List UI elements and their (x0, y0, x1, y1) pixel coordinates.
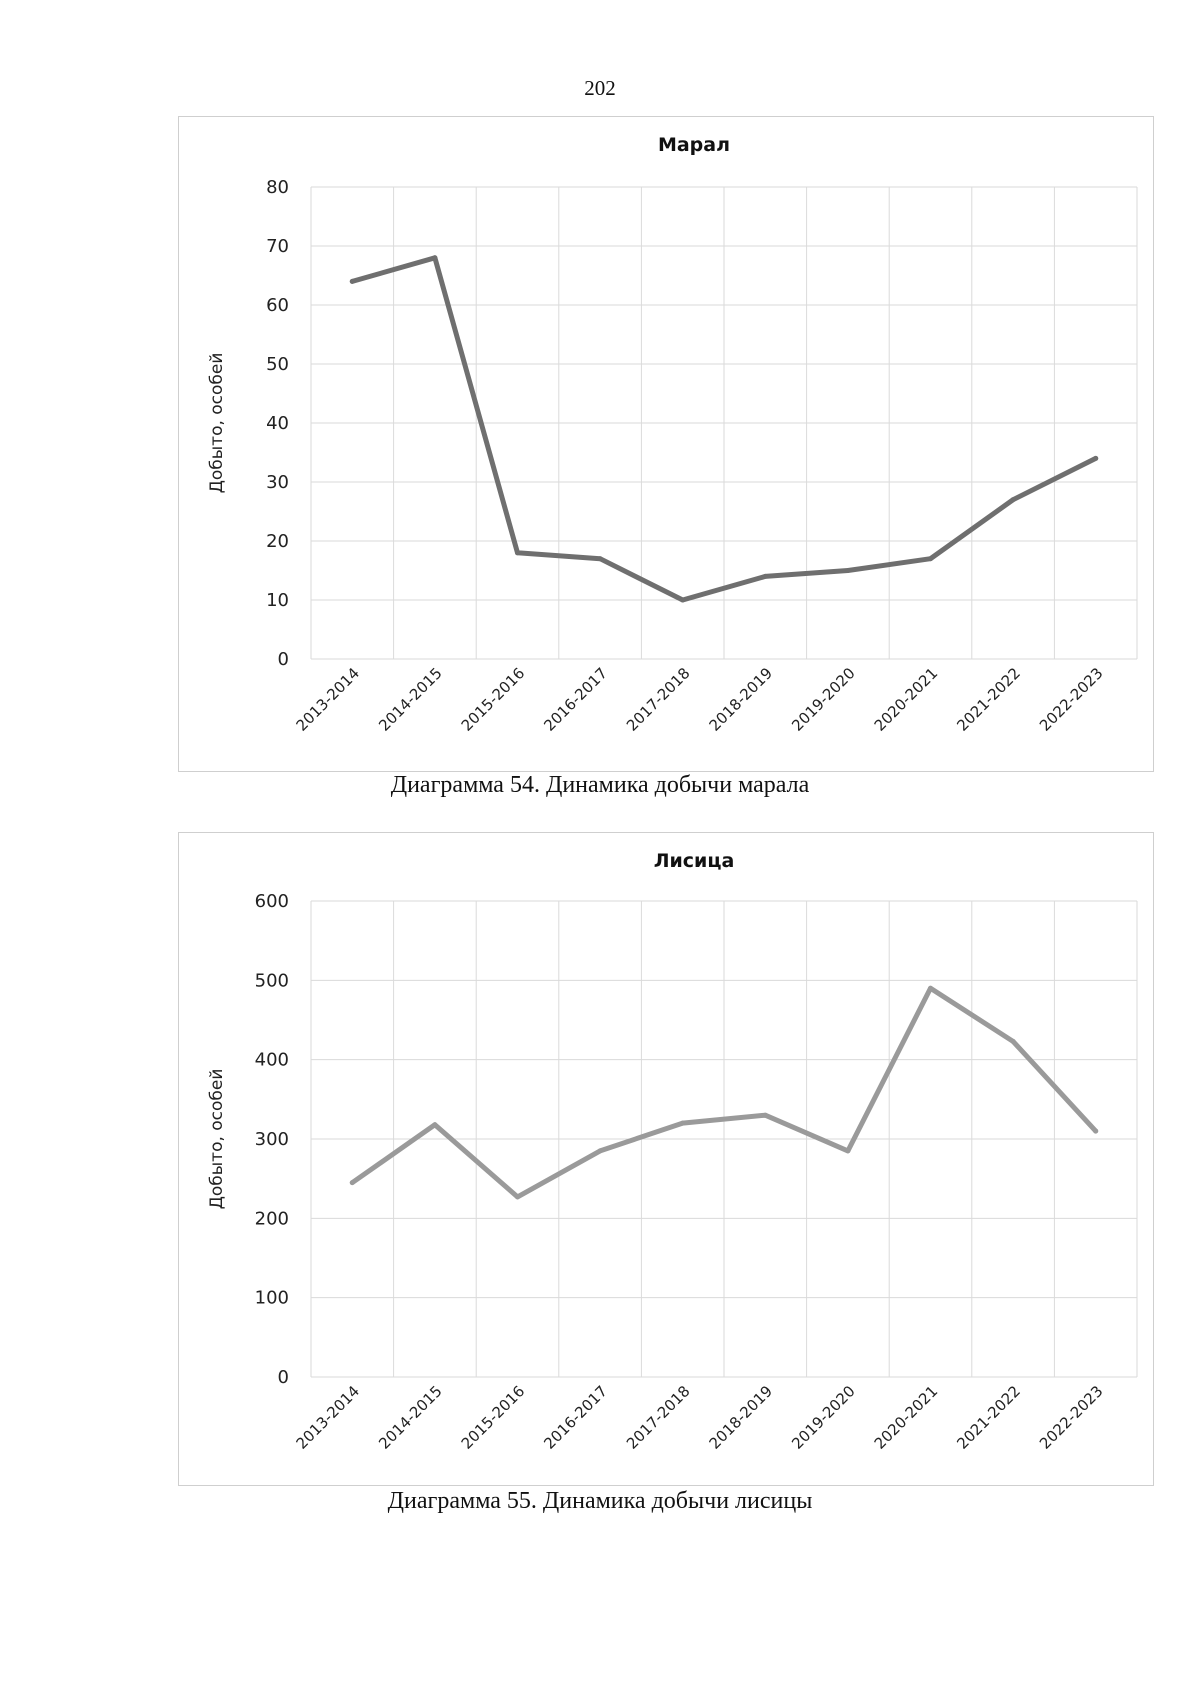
fox-data-point (597, 1148, 603, 1154)
fox-data-point (762, 1112, 768, 1118)
fox-y-tick-label: 100 (255, 1288, 289, 1309)
maral-y-tick-label: 80 (266, 177, 289, 198)
maral-x-tick-label: 2015-2016 (458, 664, 529, 735)
chart-fox-caption: Диаграмма 55. Динамика добычи лисицы (387, 1488, 813, 1514)
maral-x-tick-label: 2014-2015 (375, 664, 446, 735)
maral-y-axis-label: Добыто, особей (207, 353, 227, 494)
fox-y-tick-label: 0 (278, 1367, 289, 1388)
maral-series-line (349, 255, 1099, 603)
maral-x-tick-label: 2017-2018 (623, 664, 694, 735)
fox-y-tick-label: 400 (255, 1050, 289, 1071)
maral-y-tick-label: 40 (266, 413, 289, 434)
maral-y-tick-label: 50 (266, 354, 289, 375)
fox-data-point (432, 1122, 438, 1128)
maral-y-tick-label: 20 (266, 531, 289, 552)
maral-data-point (845, 568, 851, 573)
maral-x-tick-label: 2021-2022 (953, 664, 1024, 735)
fox-chart-title: Лисица (654, 850, 735, 872)
fox-x-tick-label: 2022-2023 (1036, 1382, 1107, 1453)
maral-data-point (515, 550, 520, 556)
maral-data-point (1093, 455, 1099, 461)
maral-chart-title: Марал (658, 134, 730, 156)
maral-data-point (762, 573, 768, 579)
fox-data-point (1010, 1038, 1016, 1044)
maral-y-tick-label: 60 (266, 295, 289, 316)
maral-y-tick-label: 30 (266, 472, 289, 493)
maral-x-tick-label: 2018-2019 (706, 664, 777, 735)
maral-data-point (928, 556, 933, 562)
maral-x-tick-label: 2020-2021 (871, 664, 942, 735)
fox-x-tick-label: 2018-2019 (706, 1382, 777, 1453)
maral-x-tick-label: 2022-2023 (1036, 664, 1107, 735)
fox-y-tick-label: 300 (255, 1129, 289, 1150)
page-number: 202 (584, 76, 616, 100)
maral-data-point (349, 278, 355, 284)
maral-data-point (597, 556, 603, 562)
fox-y-tick-label: 600 (255, 891, 289, 912)
fox-x-tick-label: 2017-2018 (623, 1382, 694, 1453)
maral-y-tick-label: 10 (266, 590, 289, 611)
fox-x-tick-label: 2019-2020 (788, 1382, 859, 1453)
chart-maral-caption: Диаграмма 54. Динамика добычи марала (390, 772, 810, 798)
chart-fox: Лисица 0 100 200 300 400 500 600 Добыто, особей 2… (178, 832, 1154, 1486)
maral-y-tick-label: 70 (266, 236, 289, 257)
maral-x-tick-label: 2013-2014 (293, 664, 364, 735)
fox-x-tick-label: 2014-2015 (375, 1382, 446, 1453)
fox-y-tick-label: 200 (255, 1208, 289, 1229)
maral-data-point (432, 255, 438, 261)
fox-x-tick-label: 2020-2021 (871, 1382, 942, 1453)
maral-y-tick-label: 0 (278, 649, 289, 670)
fox-data-point (680, 1120, 686, 1126)
fox-data-point (349, 1180, 355, 1186)
chart-maral-svg: Марал 0 10 20 30 40 50 60 70 80 Добыто, особей 2013… (207, 134, 1138, 735)
fox-data-point (1093, 1128, 1099, 1134)
maral-data-point (1010, 497, 1016, 503)
fox-y-axis-label: Добыто, особей (207, 1069, 227, 1210)
maral-data-point (680, 597, 686, 603)
fox-data-point (845, 1148, 851, 1154)
fox-y-tick-label: 500 (255, 970, 289, 991)
chart-maral: Марал 0 10 20 30 40 50 60 70 80 Добыто, особей 2013… (178, 116, 1154, 772)
fox-x-tick-label: 2016-2017 (540, 1382, 611, 1453)
chart-fox-svg: Лисица 0 100 200 300 400 500 600 Добыто, особей 2… (207, 850, 1138, 1453)
fox-data-point (928, 985, 933, 991)
fox-x-tick-label: 2015-2016 (458, 1382, 529, 1453)
fox-series-line (349, 985, 1099, 1200)
fox-data-point (515, 1194, 520, 1200)
fox-x-tick-label: 2021-2022 (953, 1382, 1024, 1453)
maral-x-tick-label: 2019-2020 (788, 664, 859, 735)
maral-x-tick-label: 2016-2017 (540, 664, 611, 735)
fox-x-tick-label: 2013-2014 (293, 1382, 364, 1453)
